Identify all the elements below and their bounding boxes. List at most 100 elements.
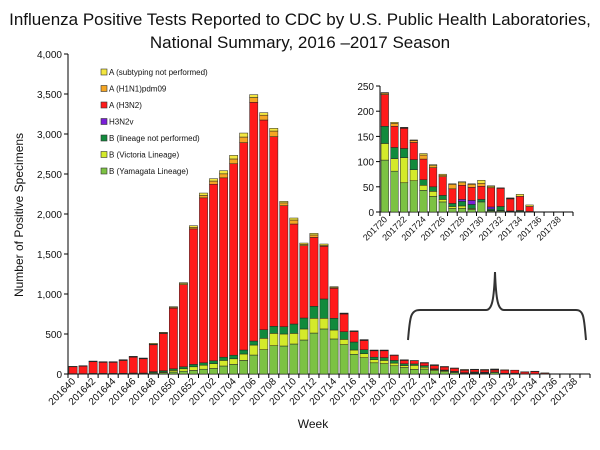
bar-segment-a-h3n2--201719	[379, 350, 389, 358]
bar-segment-b-lineage-not-performed--201704	[229, 354, 239, 360]
bar-segment-a-h3n2--201724	[419, 158, 428, 180]
legend-entry: B (lineage not performed)	[109, 134, 200, 143]
bar-segment-b-yamagata-lineage--201705	[239, 360, 249, 375]
bar-segment-a-h1n1-pdm09-201709	[279, 202, 289, 206]
bar-segment-a-h1n1-pdm09-201730	[477, 183, 486, 187]
bar-segment-a-h3n2--201718	[369, 350, 379, 358]
bar-segment-a-h3n2--201717	[359, 340, 369, 350]
bar-segment-b-victoria-lineage--201720	[380, 143, 389, 161]
bar-segment-b-lineage-not-performed--201721	[399, 363, 409, 366]
bar-segment-a-h3n2--201729	[467, 187, 476, 201]
bar-segment-a-h3n2--201723	[409, 142, 418, 160]
bar-segment-a-h1n1-pdm09-201701	[199, 195, 208, 199]
bar-segment-a-h3n2--201649	[158, 333, 168, 372]
bar-segment-b-yamagata-lineage--201716	[349, 354, 359, 375]
bar-segment-a-subtyping-not-performed--201734	[515, 194, 524, 197]
bar-segment-a-subtyping-not-performed--201731	[486, 185, 495, 188]
bar-segment-b-victoria-lineage--201704	[229, 358, 239, 365]
bar-segment-b-lineage-not-performed--201723	[409, 159, 418, 170]
bar-segment-b-lineage-not-performed--201652	[189, 364, 198, 368]
bar-segment-a-h3n2--201703	[219, 177, 228, 358]
bar-segment-a-h3n2--201642	[88, 361, 98, 374]
y-tick-label: 2,500	[37, 170, 62, 181]
bar-segment-b-yamagata-lineage--201709	[279, 345, 289, 375]
bar-segment-b-victoria-lineage--201718	[369, 359, 379, 364]
bar-segment-a-h3n2--201730	[477, 186, 486, 200]
bar-segment-a-h3n2--201726	[450, 368, 459, 372]
bar-segment-h3n2v-201728	[458, 199, 467, 202]
bar-segment-b-yamagata-lineage--201720	[380, 159, 389, 213]
bar-segment-b-yamagata-lineage--201701	[199, 368, 208, 375]
bar-segment-b-yamagata-lineage--201725	[440, 371, 449, 375]
bar-segment-b-victoria-lineage--201720	[389, 362, 399, 367]
bar-segment-a-subtyping-not-performed--201705	[239, 132, 249, 138]
bar-segment-a-subtyping-not-performed--201713	[319, 243, 329, 246]
bar-segment-b-lineage-not-performed--201712	[309, 306, 319, 319]
bar-segment-b-victoria-lineage--201723	[419, 367, 429, 370]
bar-segment-a-subtyping-not-performed--201723	[409, 139, 418, 141]
bar-segment-b-yamagata-lineage--201720	[389, 365, 399, 375]
bar-segment-a-subtyping-not-performed--201702	[209, 178, 218, 182]
bar-segment-b-yamagata-lineage--201725	[429, 196, 438, 213]
legend-entry: A (subtyping not performed)	[109, 68, 208, 77]
bar-segment-a-h3n2--201704	[229, 163, 239, 356]
bar-segment-a-subtyping-not-performed--201651	[179, 282, 188, 284]
bar-segment-b-lineage-not-performed--201703	[219, 356, 228, 361]
bar-segment-b-yamagata-lineage--201717	[359, 357, 369, 375]
bar-segment-a-h3n2--201723	[419, 362, 429, 366]
bar-segment-a-h1n1-pdm09-201725	[429, 165, 438, 168]
legend-swatch-icon	[100, 85, 108, 92]
bar-segment-b-lineage-not-performed--201721	[390, 147, 399, 159]
bar-segment-b-victoria-lineage--201721	[399, 365, 409, 368]
bar-segment-a-h3n2--201732	[496, 188, 505, 207]
bar-segment-b-lineage-not-performed--201701	[199, 362, 208, 366]
bar-segment-b-yamagata-lineage--201721	[390, 170, 399, 213]
bar-segment-a-h1n1-pdm09-201703	[219, 173, 228, 179]
y-tick-label: 4,000	[37, 50, 62, 61]
bar-segment-a-subtyping-not-performed--201725	[429, 164, 438, 166]
bar-segment-b-yamagata-lineage--201724	[419, 190, 428, 213]
bar-segment-a-h1n1-pdm09-201704	[229, 158, 239, 165]
bar-segment-a-h3n2--201702	[209, 183, 218, 362]
bar-segment-a-subtyping-not-performed--201720	[380, 92, 389, 94]
bar-segment-b-victoria-lineage--201710	[289, 333, 299, 345]
bar-segment-a-h3n2--201716	[349, 331, 359, 343]
bar-segment-a-subtyping-not-performed--201727	[448, 183, 457, 185]
legend-entry: B (Victoria Lineage)	[109, 151, 179, 160]
bar-segment-b-victoria-lineage--201721	[390, 158, 399, 172]
y-tick-label: 0	[368, 208, 374, 219]
legend-swatch-icon	[100, 167, 108, 175]
chart-title-line-2: National Summary, 2016 –2017 Season	[150, 33, 450, 52]
bar-segment-b-lineage-not-performed--201732	[496, 206, 505, 211]
bar-segment-b-lineage-not-performed--201730	[477, 199, 486, 203]
bar-segment-b-victoria-lineage--201717	[359, 353, 369, 358]
bar-segment-a-h3n2--201733	[520, 371, 530, 375]
bar-segment-a-h3n2--201720	[389, 355, 399, 361]
bar-segment-a-subtyping-not-performed--201652	[189, 225, 198, 228]
bar-segment-a-h1n1-pdm09-201729	[467, 184, 476, 188]
legend-swatch-icon	[100, 151, 108, 158]
bar-segment-a-subtyping-not-performed--201701	[199, 192, 208, 196]
bar-segment-a-h3n2--201720	[380, 94, 389, 127]
bar-segment-b-victoria-lineage--201702	[209, 363, 218, 369]
bar-segment-a-h3n2--201706	[249, 102, 259, 342]
bar-segment-b-lineage-not-performed--201702	[209, 360, 218, 364]
bar-segment-b-lineage-not-performed--201718	[369, 356, 379, 360]
bar-segment-b-yamagata-lineage--201651	[179, 370, 188, 375]
bar-segment-a-h3n2--201725	[440, 366, 449, 371]
bar-segment-b-victoria-lineage--201707	[259, 338, 269, 350]
bar-segment-b-lineage-not-performed--201651	[179, 366, 188, 370]
bar-segment-b-victoria-lineage--201712	[309, 318, 319, 334]
bar-segment-b-lineage-not-performed--201724	[419, 179, 428, 186]
bar-segment-b-lineage-not-performed--201727	[448, 203, 457, 207]
bar-segment-a-h3n2--201731	[486, 187, 495, 208]
bar-segment-b-lineage-not-performed--201714	[329, 318, 339, 331]
bar-segment-b-yamagata-lineage--201723	[419, 368, 429, 375]
bar-segment-b-yamagata-lineage--201714	[329, 338, 339, 375]
bar-segment-a-h3n2--201701	[199, 197, 208, 364]
bar-segment-a-h3n2--201733	[506, 198, 515, 212]
bar-segment-b-yamagata-lineage--201721	[399, 367, 409, 375]
bar-segment-a-h3n2--201735	[525, 206, 534, 212]
bar-segment-a-h3n2--201730	[490, 369, 500, 373]
bar-segment-b-yamagata-lineage--201708	[269, 345, 279, 375]
